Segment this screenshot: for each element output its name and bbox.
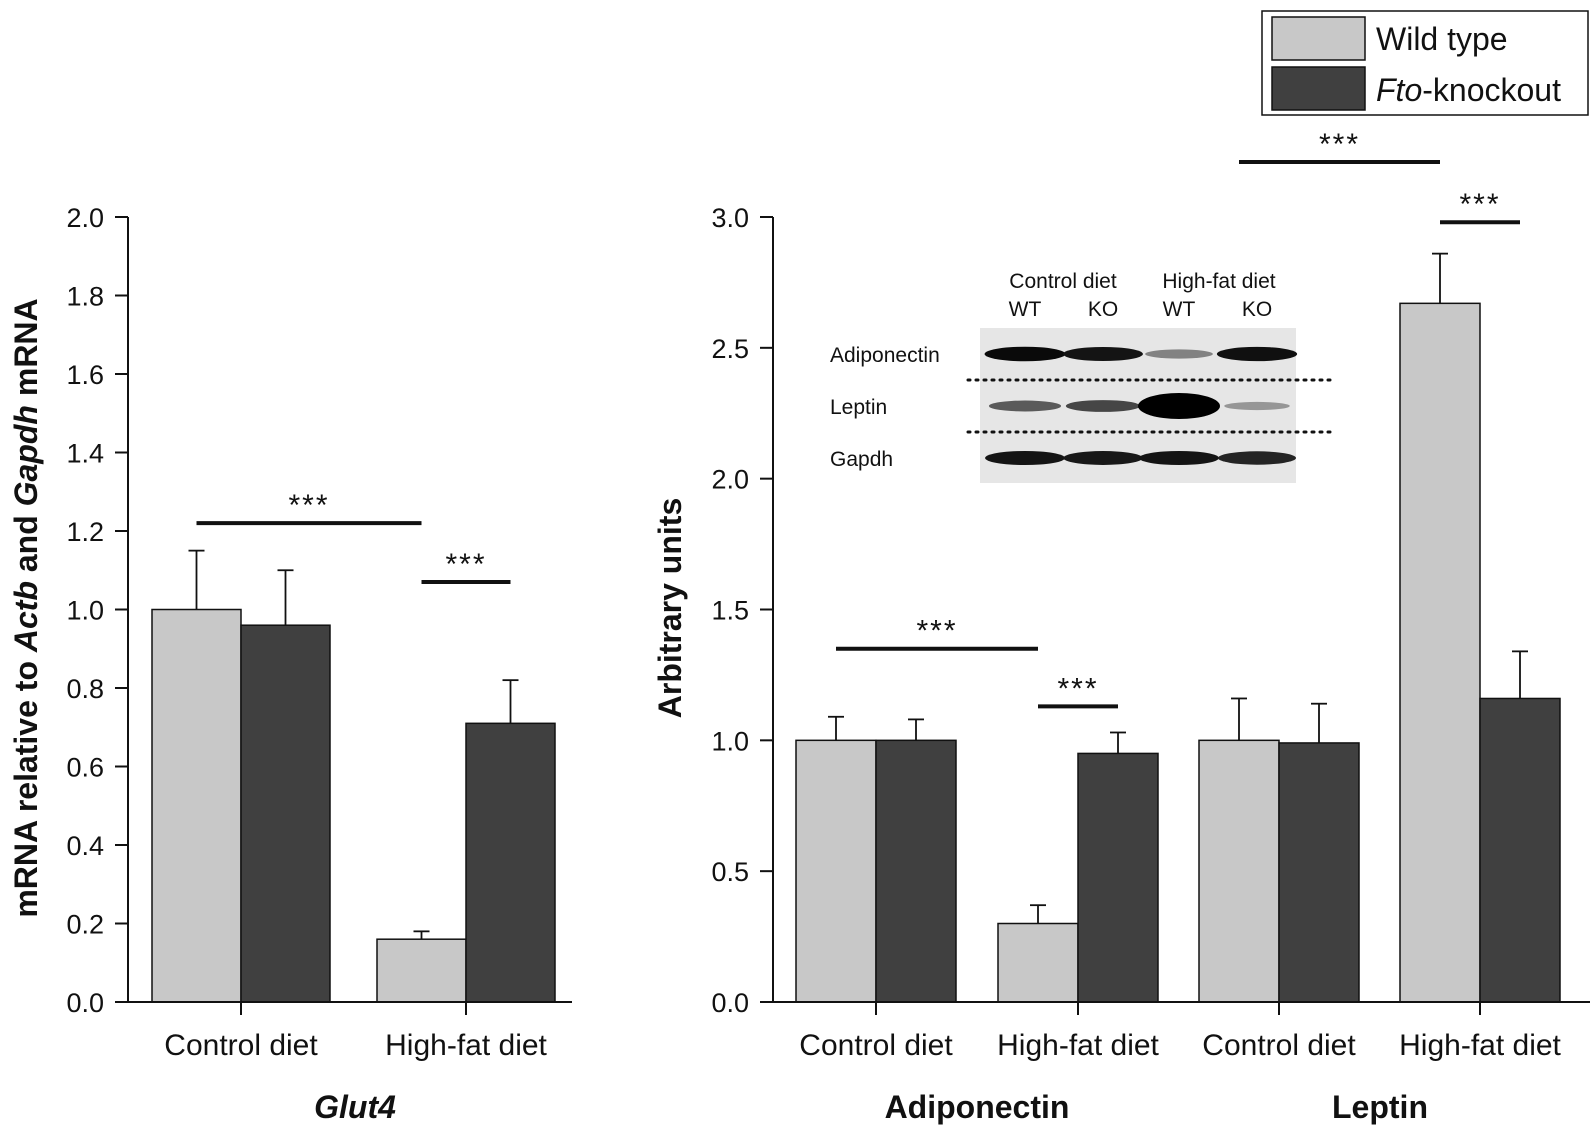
- blot-lane-label: WT: [1009, 298, 1042, 321]
- bar-wild-type: [151, 608, 242, 1003]
- blot-band: [1217, 451, 1297, 465]
- y-tick-label: 1.6: [66, 360, 104, 390]
- bar-wild-type: [1198, 739, 1280, 1003]
- right-bars: [795, 252, 1561, 1003]
- y-tick-label: 0.4: [66, 831, 104, 861]
- y-tick-label: 0.0: [66, 988, 104, 1018]
- y-tick-label: 0.8: [66, 674, 104, 704]
- legend-label-knockout: Fto-knockout: [1376, 72, 1561, 108]
- bar-wild-type: [1399, 302, 1481, 1003]
- significance-label: ***: [288, 489, 329, 522]
- blot-lane-label: KO: [1088, 298, 1118, 321]
- y-tick-label: 1.0: [66, 596, 104, 626]
- left-category-label: Control diet: [164, 1029, 318, 1062]
- blot-band: [1063, 451, 1143, 465]
- legend-swatch-wild-type: [1271, 16, 1366, 61]
- right-category-label: Control diet: [1202, 1029, 1356, 1062]
- blot-band: [985, 450, 1065, 466]
- y-tick-label: 2.5: [711, 334, 749, 364]
- blot-lane-label: WT: [1163, 298, 1196, 321]
- y-tick-label: 3.0: [711, 203, 749, 233]
- bar-knockout: [465, 722, 556, 1003]
- left-gene-label: Glut4: [314, 1089, 396, 1125]
- y-tick-label: 1.0: [711, 726, 749, 756]
- blot-band: [1216, 346, 1298, 362]
- significance-label: ***: [916, 615, 957, 648]
- right-category-label: Control diet: [799, 1029, 953, 1062]
- legend: Wild type Fto-knockout: [1261, 10, 1589, 116]
- bar-wild-type: [997, 922, 1079, 1003]
- blot-band: [1224, 401, 1290, 411]
- significance-label: ***: [1319, 128, 1360, 161]
- right-group-label-leptin: Leptin: [1332, 1089, 1428, 1125]
- right-category-label: High-fat diet: [1399, 1029, 1561, 1062]
- significance-label: ***: [445, 548, 486, 581]
- significance-label: ***: [1057, 672, 1098, 705]
- y-tick-label: 0.2: [66, 910, 104, 940]
- blot-band: [984, 346, 1066, 362]
- left-significance: *** ***: [196, 489, 511, 585]
- y-tick-label: 1.8: [66, 282, 104, 312]
- blot-band: [1065, 400, 1141, 412]
- y-tick-label: 1.5: [711, 595, 749, 625]
- bar-knockout: [240, 624, 331, 1003]
- blot-band: [988, 400, 1062, 412]
- bar-knockout: [1077, 752, 1159, 1003]
- legend-swatch-knockout: [1271, 66, 1366, 111]
- bar-knockout: [1278, 742, 1360, 1003]
- blot-band: [1145, 349, 1213, 359]
- right-category-label: High-fat diet: [997, 1029, 1159, 1062]
- y-tick-label: 1.4: [66, 439, 104, 469]
- western-blot-inset: Control diet High-fat diet WT KO WT KO A…: [830, 270, 1332, 483]
- blot-band: [1063, 346, 1143, 362]
- blot-row-label: Gapdh: [830, 448, 893, 471]
- blot-bands: [984, 346, 1298, 466]
- y-tick-label: 0.6: [66, 753, 104, 783]
- y-tick-label: 0.5: [711, 857, 749, 887]
- blot-row-label: Leptin: [830, 396, 887, 419]
- bar-wild-type: [376, 938, 467, 1003]
- right-significance: *** *** *** ***: [836, 128, 1520, 709]
- blot-lane-label: KO: [1242, 298, 1272, 321]
- y-tick-label: 0.0: [711, 988, 749, 1018]
- bar-knockout: [875, 739, 957, 1003]
- right-y-ticks: 0.0 0.5 1.0 1.5 2.0 2.5 3.0: [711, 203, 773, 1018]
- left-y-axis-label: mRNA relative to Actb and Gapdh mRNA: [8, 298, 44, 917]
- blot-band: [1139, 450, 1219, 466]
- left-bars: [151, 549, 556, 1003]
- blot-condition-label: Control diet: [1009, 270, 1117, 293]
- blot-condition-label: High-fat diet: [1162, 270, 1275, 293]
- y-tick-label: 1.2: [66, 517, 104, 547]
- bar-knockout: [1479, 697, 1561, 1003]
- left-chart: 0.00.20.40.60.81.01.21.41.61.82.0 ******…: [8, 203, 572, 1125]
- blot-row-label: Adiponectin: [830, 344, 940, 367]
- y-tick-label: 2.0: [66, 203, 104, 233]
- left-category-label: High-fat diet: [385, 1029, 547, 1062]
- significance-label: ***: [1459, 188, 1500, 221]
- right-y-axis-label: Arbitrary units: [652, 498, 688, 718]
- y-tick-label: 2.0: [711, 465, 749, 495]
- legend-label-wild-type: Wild type: [1376, 21, 1508, 57]
- right-group-label-adiponectin: Adiponectin: [885, 1089, 1070, 1125]
- right-chart: 0.0 0.5 1.0 1.5 2.0 2.5 3.0 *** *** *** *** Contr…: [652, 128, 1590, 1125]
- blot-band: [1138, 393, 1220, 419]
- left-y-ticks: 0.0 0.2 0.4 0.6 0.8 1.0 1.2 1.4 1.6 1.8 2.0: [66, 203, 128, 1018]
- bar-wild-type: [795, 739, 877, 1003]
